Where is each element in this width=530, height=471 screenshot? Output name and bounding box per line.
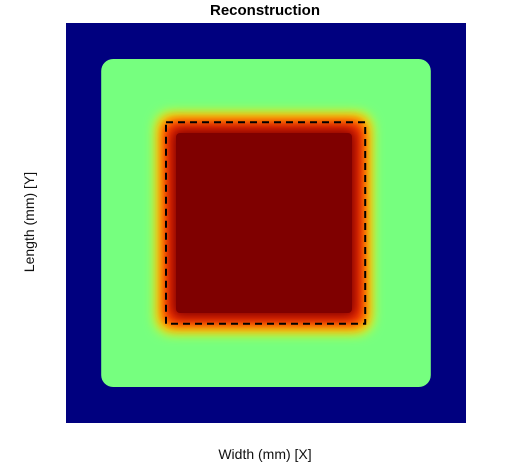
heatmap-inner-square (156, 113, 372, 333)
y-axis-label: Length (mm) [Y] (21, 172, 37, 272)
inner-square-core (176, 133, 352, 313)
chart-title: Reconstruction (210, 2, 320, 19)
plot-area (66, 23, 466, 423)
x-axis-label: Width (mm) [X] (218, 446, 311, 462)
boundary-dashed-box (165, 121, 367, 325)
